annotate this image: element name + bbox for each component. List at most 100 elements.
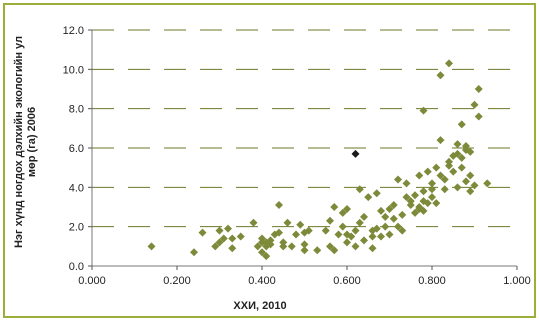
- data-point: [406, 201, 415, 210]
- data-point: [300, 240, 309, 249]
- data-point: [287, 242, 296, 251]
- data-point: [211, 242, 220, 251]
- data-point: [462, 177, 470, 186]
- data-point: [466, 187, 475, 196]
- data-point: [453, 149, 462, 158]
- data-point: [326, 216, 334, 225]
- data-point: [300, 246, 309, 255]
- data-point: [398, 226, 407, 235]
- data-point: [462, 142, 470, 151]
- data-point: [351, 226, 360, 235]
- data-point: [355, 218, 364, 227]
- data-point: [389, 214, 398, 223]
- data-point: [445, 59, 453, 68]
- data-point: [313, 246, 322, 255]
- data-point: [351, 242, 360, 251]
- data-point: [453, 183, 462, 192]
- y-axis-title-line-1: Нэг хүнд ногдох дэлхийн экологийн ул: [13, 36, 25, 248]
- data-point: [411, 191, 419, 200]
- data-point: [275, 228, 283, 237]
- data-point: [364, 193, 373, 202]
- data-point: [198, 228, 207, 237]
- data-point: [304, 226, 313, 235]
- data-point: [432, 199, 441, 208]
- data-point: [215, 226, 224, 235]
- data-points: [147, 59, 492, 261]
- data-point: [224, 224, 232, 233]
- data-point: [423, 199, 432, 208]
- data-point: [377, 232, 385, 241]
- data-point: [411, 208, 419, 217]
- chart-frame: 0.0 2.0 4.0 6.0 8.0 10.0 12.0 0.000 0.200 0.400 0…: [3, 3, 536, 318]
- data-point: [389, 201, 398, 210]
- data-point: [343, 238, 351, 247]
- data-point: [326, 242, 334, 251]
- x-tick-label: 0.200: [163, 275, 191, 287]
- data-point: [474, 85, 483, 93]
- data-point: [381, 222, 390, 231]
- data-point: [377, 206, 385, 215]
- data-point: [394, 175, 402, 184]
- data-point: [236, 232, 245, 241]
- y-tick-label: 12.0: [63, 25, 84, 37]
- y-axis-ticks: 0.0 2.0 4.0 6.0 8.0 10.0 12.0: [63, 25, 92, 273]
- data-point: [266, 236, 275, 245]
- data-point: [279, 238, 288, 247]
- x-tick-label: 1.000: [503, 275, 531, 287]
- data-point: [228, 244, 237, 253]
- data-point: [428, 179, 436, 188]
- data-point: [334, 230, 343, 239]
- data-point: [372, 224, 381, 233]
- data-point: [360, 236, 368, 245]
- data-point: [445, 157, 453, 166]
- y-tick-label: 0.0: [69, 261, 84, 273]
- data-point: [423, 167, 432, 176]
- data-point: [258, 234, 266, 243]
- data-point: [402, 179, 411, 188]
- data-point: [419, 206, 428, 215]
- x-tick-label: 0.600: [333, 275, 361, 287]
- data-point: [338, 222, 347, 231]
- data-point: [360, 212, 368, 221]
- data-point: [258, 248, 266, 257]
- data-point: [436, 171, 445, 180]
- y-tick-label: 6.0: [69, 143, 84, 155]
- data-point: [440, 185, 449, 194]
- data-point: [428, 185, 436, 194]
- data-point: [483, 179, 492, 188]
- data-point: [394, 222, 402, 231]
- gridlines: [92, 29, 517, 228]
- data-point: [249, 218, 258, 227]
- data-point: [215, 238, 224, 247]
- data-point: [330, 246, 339, 255]
- y-axis-title-line-2: мөр (га) 2006: [26, 107, 38, 177]
- data-point: [419, 106, 428, 115]
- data-point: [253, 242, 262, 251]
- data-point: [457, 153, 466, 162]
- data-point: [385, 230, 394, 239]
- data-point: [436, 71, 445, 80]
- data-point: [372, 189, 381, 198]
- data-point: [466, 171, 475, 180]
- scatter-chart: 0.02.04.06.08.010.012.0 0.000 0.200 0.400 0…: [13, 25, 531, 312]
- data-point: [338, 208, 347, 217]
- data-point: [474, 112, 483, 121]
- data-point: [147, 242, 156, 251]
- x-tick-label: 0.400: [248, 275, 276, 287]
- x-axis-ticks: 0.000 0.200 0.400 0.600 0.800 1.000: [78, 266, 531, 287]
- x-axis-title: ХХИ, 2010: [233, 300, 286, 312]
- x-tick-label: 0.800: [418, 275, 446, 287]
- data-point: [330, 203, 339, 211]
- data-point: [343, 204, 351, 213]
- data-point: [275, 201, 283, 210]
- data-point: [283, 218, 292, 227]
- data-point: [457, 120, 466, 129]
- data-point: [453, 140, 462, 149]
- data-point: [428, 193, 436, 202]
- data-point: [440, 175, 449, 184]
- data-point: [385, 204, 394, 213]
- data-point: [466, 147, 475, 156]
- x-tick-label: 0.000: [78, 275, 106, 287]
- y-axis-title: Нэг хүнд ногдох дэлхийн экологийн ул мөр…: [13, 36, 38, 248]
- data-point: [368, 244, 377, 253]
